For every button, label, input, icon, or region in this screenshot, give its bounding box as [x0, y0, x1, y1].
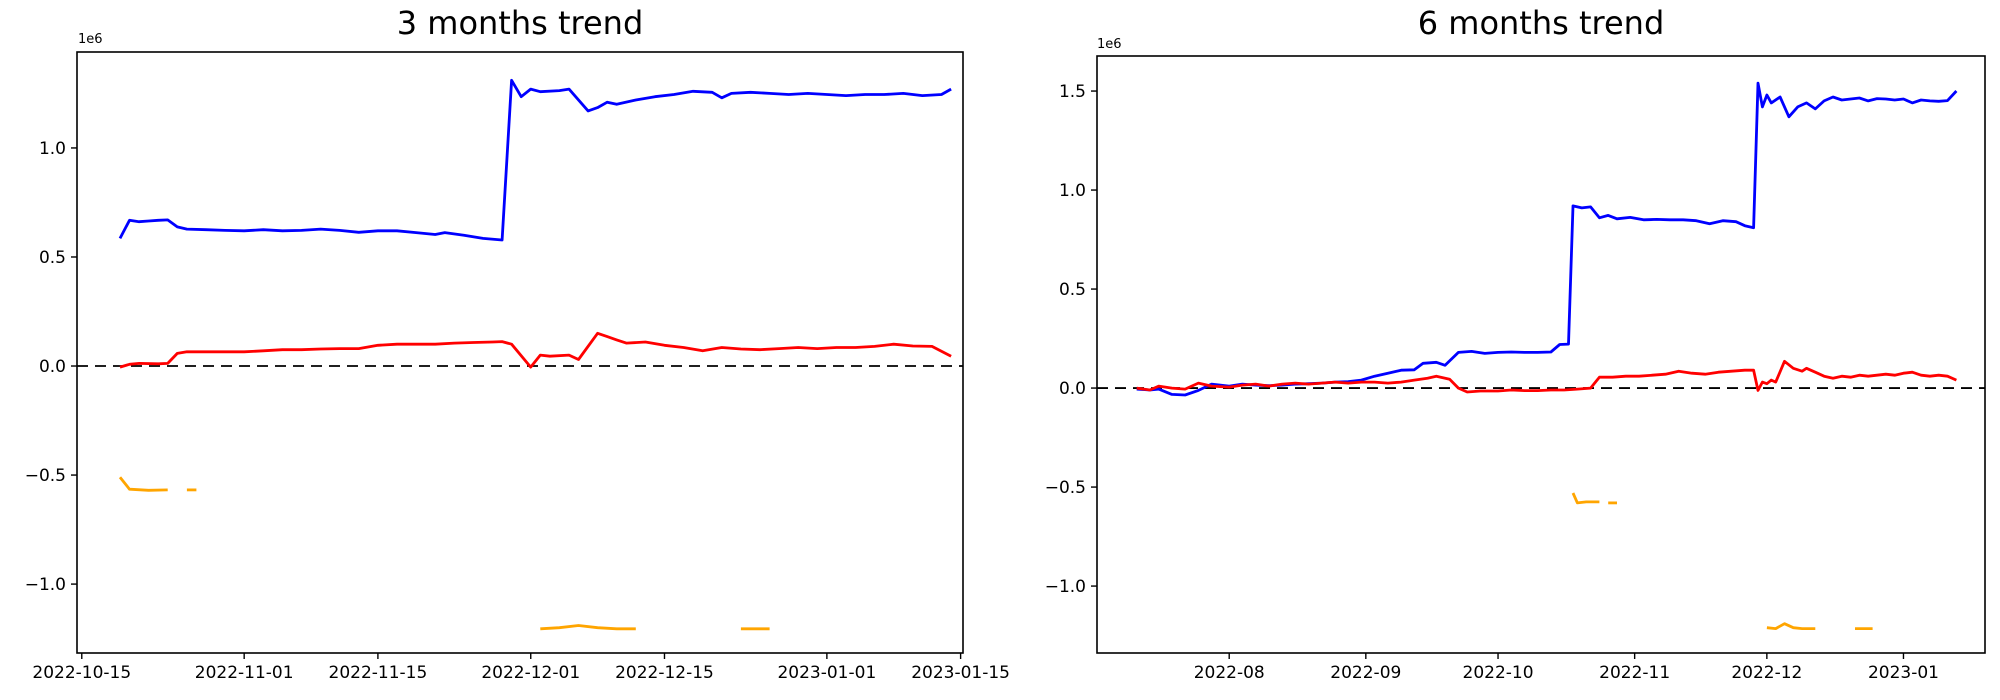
y-tick-label: −1.0 — [25, 575, 66, 595]
y-axis-offset-label: 1e6 — [78, 32, 103, 47]
plot-canvas: 2022-08 2022-09 2022-10 2022-11 2022-12 2023-… — [1045, 55, 1986, 683]
x-tick-label: 2022-10-15 — [32, 663, 131, 683]
orange-marker-segments — [1766, 622, 1816, 630]
x-tick-label: 2022-11-01 — [195, 663, 294, 683]
chart-3-months-trend: 3 months trend 1e6 2022-10-15 2022-11-01 2… — [25, 4, 1010, 683]
x-tick-label: 2022-12 — [1731, 663, 1802, 683]
y-axis-offset-label: 1e6 — [1097, 37, 1122, 52]
y-tick-label: 0.5 — [1059, 280, 1086, 300]
orange-marker-segments — [540, 624, 636, 631]
x-tick-label: 2022-12-15 — [615, 663, 714, 683]
red-trend-line — [119, 331, 952, 369]
orange-marker-segments — [118, 476, 168, 492]
y-tick-label: 1.0 — [39, 139, 66, 159]
x-tick-label: 2023-01 — [1868, 663, 1939, 683]
x-tick-label: 2023-01-01 — [777, 663, 876, 683]
x-tick-label: 2022-09 — [1330, 663, 1401, 683]
blue-trend-line — [118, 78, 952, 242]
x-tick-label: 2023-01-15 — [911, 663, 1010, 683]
y-tick-label: 1.0 — [1059, 181, 1086, 201]
chart-6-months-trend: 6 months trend 1e6 2022-08 2022-09 2022-10… — [1000, 0, 2000, 700]
x-tick-label: 2022-12-01 — [481, 663, 580, 683]
y-tick-label: 0.0 — [1059, 379, 1086, 399]
y-tick-label: 0.0 — [39, 357, 66, 377]
y-tick-label: −0.5 — [1045, 478, 1086, 498]
x-tick-label: 2022-11 — [1599, 663, 1670, 683]
orange-marker-segments — [1571, 492, 1600, 505]
y-tick-label: −1.0 — [1045, 577, 1086, 597]
plot-canvas: 2022-10-15 2022-11-01 2022-11-15 2022-12-01… — [25, 51, 1010, 683]
red-trend-line — [1136, 359, 1957, 394]
y-tick-label: 1.5 — [1059, 82, 1086, 102]
plot-border — [1096, 55, 1986, 654]
chart-title: 6 months trend — [1417, 4, 1665, 42]
blue-trend-line — [1136, 81, 1958, 397]
y-tick-label: −0.5 — [25, 466, 66, 486]
x-tick-label: 2022-08 — [1194, 663, 1265, 683]
y-tick-label: 0.5 — [39, 248, 66, 268]
chart-title: 3 months trend — [396, 4, 644, 42]
x-tick-label: 2022-10 — [1463, 663, 1534, 683]
x-tick-label: 2022-11-15 — [329, 663, 428, 683]
plot-border — [76, 51, 964, 654]
